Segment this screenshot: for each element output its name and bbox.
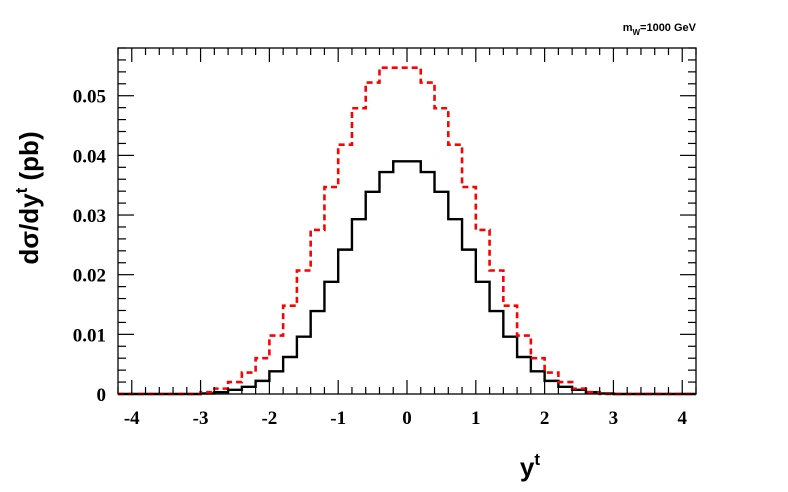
x-axis-title: yt	[520, 450, 540, 482]
y-tick-label: 0.01	[73, 325, 106, 346]
series-1-line	[118, 66, 696, 396]
y-tick-label: 0.03	[73, 206, 106, 227]
x-tick-label: -3	[193, 408, 209, 429]
series-0-line	[118, 160, 696, 396]
series-layer	[118, 66, 696, 396]
x-tick-label: -1	[330, 408, 346, 429]
ticks-layer	[117, 47, 697, 395]
labels-layer: -4 -3 -2 -1 0 1 2 3 4 0 0.01 0.02 0.03 0.04 0.05	[73, 87, 688, 429]
x-tick-label: 0	[402, 408, 412, 429]
y-axis-title: dσ/dyt (pb)	[12, 131, 44, 264]
x-tick-label: 2	[540, 408, 550, 429]
y-tick-label: 0.05	[73, 87, 106, 108]
plot-frame	[117, 47, 697, 395]
y-tick-label: 0	[97, 385, 107, 406]
y-tick-label: 0.04	[73, 146, 107, 167]
x-tick-label: 1	[471, 408, 481, 429]
x-tick-label: -2	[261, 408, 277, 429]
x-tick-label: 4	[677, 408, 687, 429]
y-tick-label: 0.02	[73, 266, 106, 287]
x-tick-label: -4	[124, 408, 140, 429]
mass-annotation: mW=1000 GeV	[623, 22, 697, 37]
x-tick-label: 3	[609, 408, 619, 429]
